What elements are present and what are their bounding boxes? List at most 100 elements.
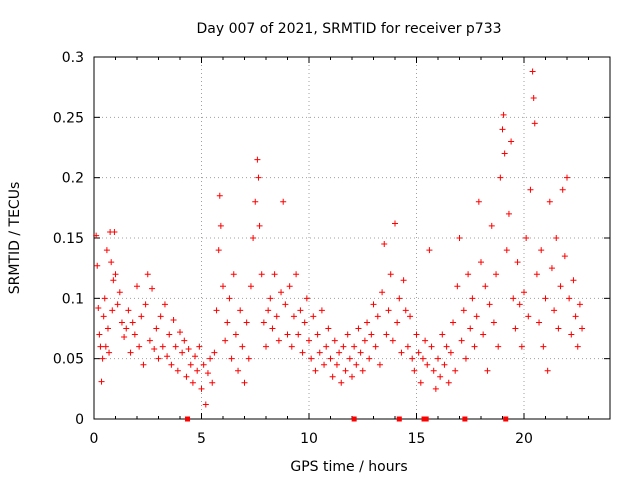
- data-point: [574, 343, 581, 350]
- data-point: [278, 289, 285, 296]
- gap-marker: [396, 416, 402, 422]
- data-point: [359, 367, 366, 374]
- data-point: [314, 331, 321, 338]
- data-point: [551, 307, 558, 314]
- data-point: [493, 271, 500, 278]
- data-point: [383, 331, 390, 338]
- data-point: [106, 349, 113, 356]
- data-point: [194, 367, 201, 374]
- data-point: [564, 174, 570, 181]
- axis-ticks: 0 0.05 0.1 0.15 0.2 0.25 0.3 0 5 10 15 20: [53, 50, 610, 447]
- data-point: [211, 349, 218, 356]
- data-point: [247, 283, 254, 290]
- data-point: [144, 271, 151, 278]
- data-point: [129, 319, 136, 326]
- data-point: [467, 325, 474, 332]
- data-point: [336, 349, 343, 356]
- data-point: [131, 331, 138, 338]
- data-point: [546, 198, 553, 205]
- data-point: [435, 355, 441, 362]
- data-point: [392, 220, 398, 227]
- data-point: [95, 304, 102, 311]
- data-point: [306, 337, 312, 344]
- data-point: [254, 156, 261, 163]
- data-point: [566, 295, 573, 302]
- data-point: [179, 349, 186, 356]
- data-point: [263, 343, 269, 350]
- data-point: [432, 385, 439, 392]
- data-point: [385, 307, 392, 314]
- data-point: [402, 307, 409, 314]
- data-point: [503, 247, 510, 254]
- data-point: [514, 259, 521, 266]
- data-point: [500, 111, 507, 118]
- data-point: [161, 301, 168, 308]
- data-point: [516, 301, 523, 308]
- data-point: [102, 343, 109, 350]
- data-point: [353, 361, 360, 368]
- data-point: [536, 319, 543, 326]
- data-point: [96, 331, 103, 338]
- data-point: [149, 285, 156, 292]
- data-point: [372, 343, 379, 350]
- data-point: [331, 337, 338, 344]
- data-point: [275, 337, 282, 344]
- data-point: [555, 325, 562, 332]
- data-point: [174, 367, 181, 374]
- data-point: [98, 378, 105, 385]
- data-point: [226, 295, 233, 302]
- data-point: [344, 331, 351, 338]
- data-point: [368, 331, 375, 338]
- data-point: [445, 379, 452, 386]
- data-point: [570, 277, 577, 284]
- data-point: [374, 313, 381, 320]
- data-point: [220, 283, 226, 290]
- data-point: [185, 346, 192, 353]
- data-point: [482, 283, 489, 290]
- data-point: [439, 331, 446, 338]
- data-point: [327, 355, 334, 362]
- data-point: [450, 319, 457, 326]
- data-point: [183, 373, 190, 380]
- data-point: [303, 295, 310, 302]
- data-point: [521, 289, 527, 296]
- data-point: [379, 289, 386, 296]
- data-point: [340, 343, 347, 350]
- x-tick-label: 15: [408, 431, 426, 447]
- data-point: [548, 265, 555, 272]
- data-point: [316, 349, 323, 356]
- data-point: [181, 337, 188, 344]
- data-point: [204, 370, 211, 377]
- data-point: [123, 325, 130, 332]
- data-point: [140, 361, 147, 368]
- data-point: [407, 313, 414, 320]
- data-point: [232, 331, 239, 338]
- data-point: [297, 307, 304, 314]
- data-point: [364, 319, 371, 326]
- data-point: [510, 295, 517, 302]
- data-point: [312, 367, 319, 374]
- data-point: [518, 343, 525, 350]
- data-point: [260, 319, 267, 326]
- data-point: [136, 343, 143, 350]
- data-point: [333, 361, 340, 368]
- data-point: [299, 349, 306, 356]
- data-point: [413, 331, 420, 338]
- data-point: [321, 361, 328, 368]
- data-point: [222, 337, 229, 344]
- data-point: [245, 355, 252, 362]
- data-point: [172, 343, 179, 350]
- data-point: [538, 247, 545, 254]
- data-point: [428, 343, 435, 350]
- data-point: [157, 313, 164, 320]
- data-point: [355, 325, 362, 332]
- data-point: [419, 355, 426, 362]
- data-point: [235, 367, 242, 374]
- data-point: [255, 174, 262, 181]
- data-point: [243, 319, 250, 326]
- data-point: [525, 313, 532, 320]
- data-point: [480, 331, 487, 338]
- data-point: [93, 232, 100, 239]
- data-point: [501, 150, 508, 157]
